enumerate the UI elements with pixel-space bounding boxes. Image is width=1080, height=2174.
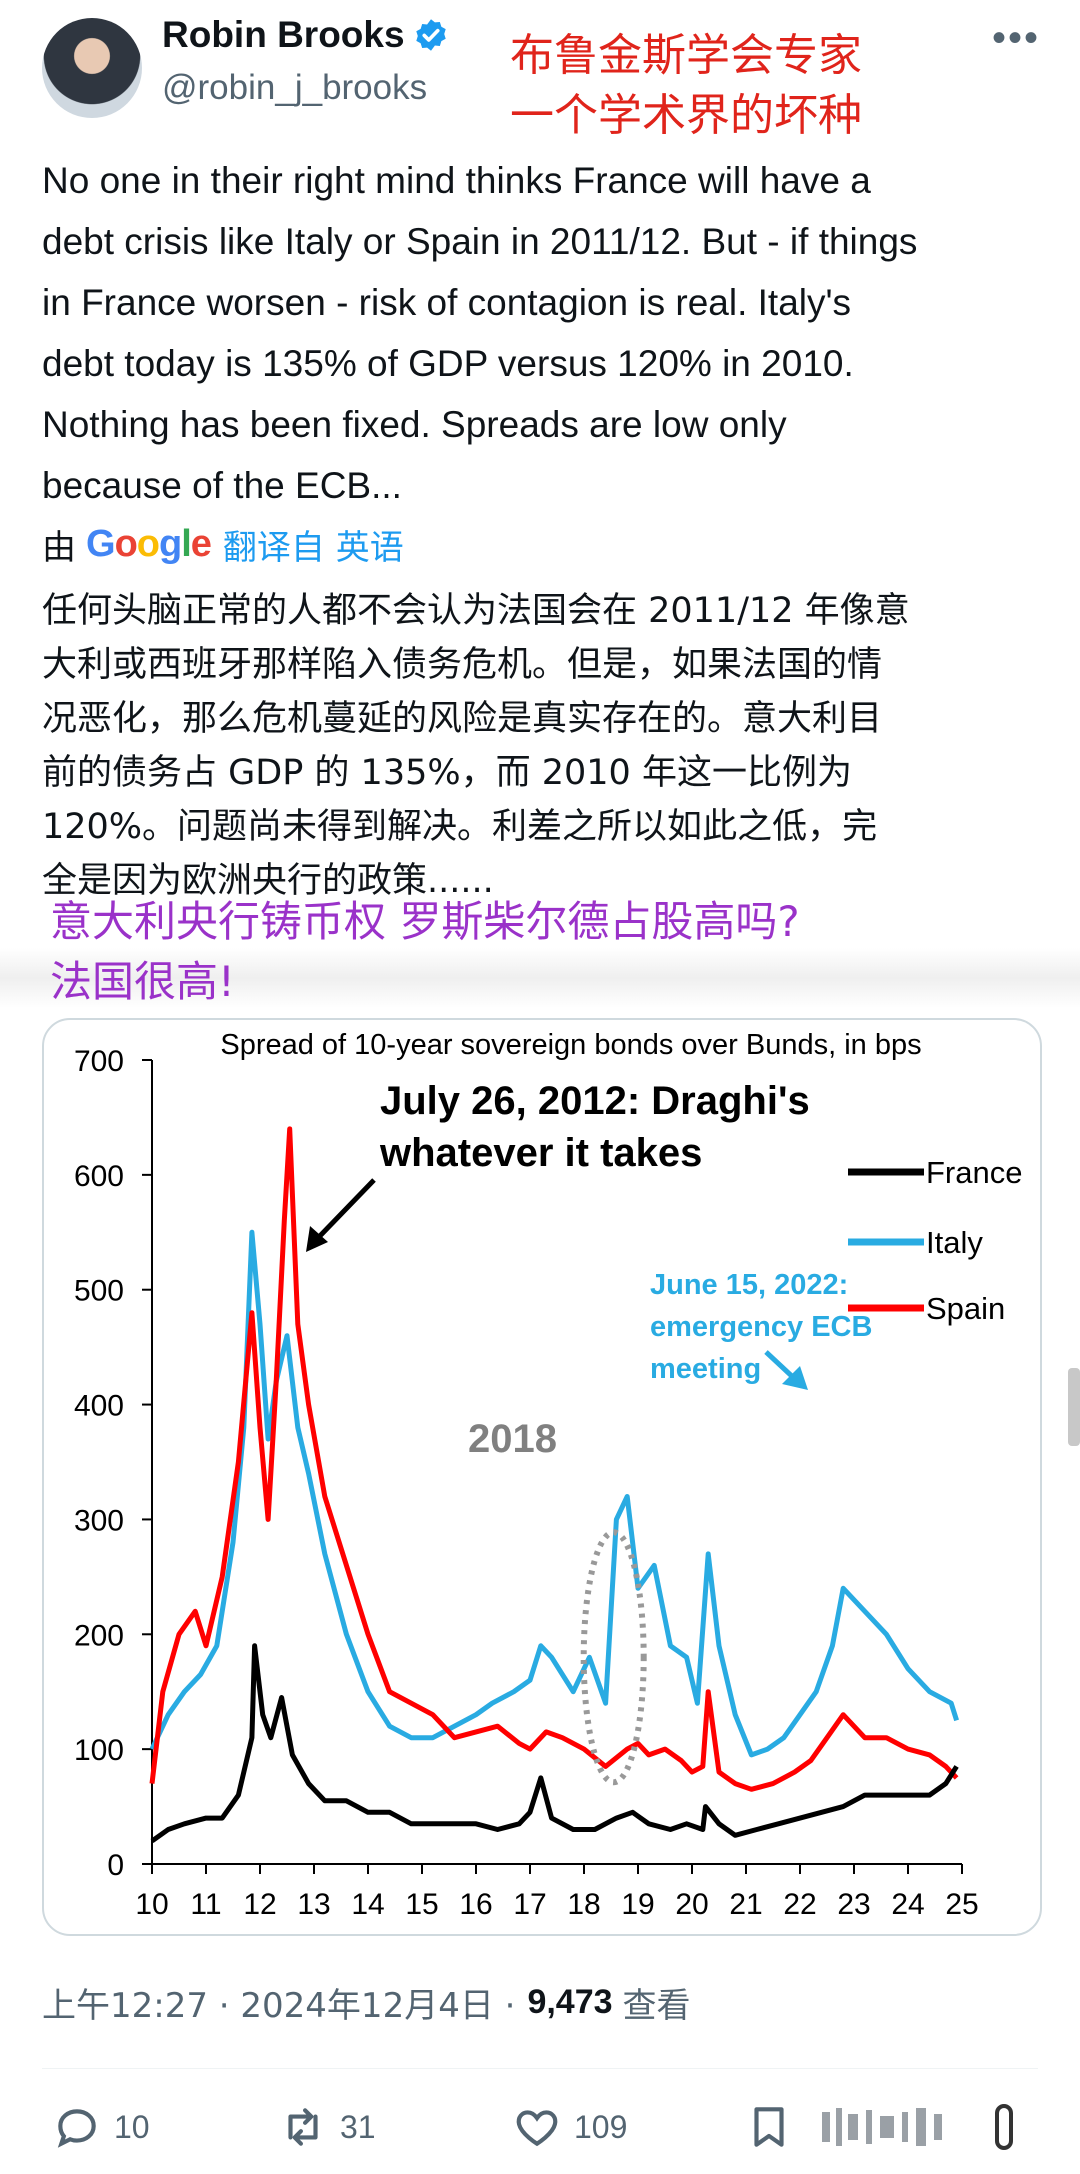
x-tick-label: 20 <box>675 1888 708 1921</box>
retweet-count: 31 <box>340 2108 376 2145</box>
tweet-body: No one in their right mind thinks France… <box>42 160 918 506</box>
x-tick-label: 17 <box>513 1888 546 1921</box>
red-annotation: 布鲁金斯学会专家 一个学术界的坏种 <box>510 26 862 146</box>
y-tick-label: 0 <box>107 1849 124 1882</box>
annotation-2018: 2018 <box>468 1417 557 1461</box>
x-tick-label: 16 <box>459 1888 492 1921</box>
action-bar: 10 31 109 <box>0 2092 1080 2162</box>
legend-label-spain: Spain <box>926 1291 1005 1326</box>
x-tick-label: 10 <box>135 1888 168 1921</box>
annotation-draghi-line2: whatever it takes <box>379 1131 702 1175</box>
author-handle[interactable]: @robin_j_brooks <box>162 68 428 107</box>
red-annotation-line: 布鲁金斯学会专家 <box>510 30 862 81</box>
x-tick-label: 19 <box>621 1888 654 1921</box>
x-tick-label: 15 <box>405 1888 438 1921</box>
series-line-italy <box>149 1229 959 1758</box>
annotation-draghi-line1: July 26, 2012: Draghi's <box>380 1079 810 1123</box>
views-count: 9,473 <box>527 1983 613 2021</box>
translate-source-link[interactable]: 翻译自 英语 <box>222 528 404 568</box>
draghi-arrow-head <box>306 1226 328 1252</box>
y-tick-label: 600 <box>74 1160 124 1193</box>
y-tick-label: 700 <box>74 1045 124 1078</box>
like-button[interactable]: 109 <box>512 2102 627 2152</box>
red-annotation-line: 一个学术界的坏种 <box>510 90 862 141</box>
y-tick-label: 500 <box>74 1275 124 1308</box>
annotation-ecb-line3: meeting <box>650 1353 761 1385</box>
translated-by-label: 由 <box>42 528 76 568</box>
annotation-2018-ellipse <box>580 1529 647 1786</box>
author-display-name[interactable]: Robin Brooks <box>162 14 405 55</box>
x-tick-label: 14 <box>351 1888 384 1921</box>
retweet-icon <box>288 2108 318 2146</box>
legend-label-france: France <box>926 1155 1022 1190</box>
x-tick-label: 13 <box>297 1888 330 1921</box>
ecb-arrow-head <box>782 1366 808 1390</box>
watermark-logo <box>812 2102 1032 2152</box>
more-options-icon[interactable]: ••• <box>992 16 1041 60</box>
tweet-header: Robin Brooks @robin_j_brooks 布鲁金斯学会专家 一个… <box>0 0 1080 141</box>
reply-button[interactable]: 10 <box>52 2102 150 2152</box>
divider <box>42 2068 1038 2069</box>
x-tick-label: 21 <box>729 1888 762 1921</box>
verified-badge-icon <box>415 19 446 51</box>
bookmark-button[interactable] <box>744 2102 794 2152</box>
y-tick-label: 100 <box>74 1734 124 1767</box>
watermark-icon <box>822 2104 1013 2150</box>
y-tick-label: 300 <box>74 1504 124 1537</box>
blurred-band <box>0 948 1080 1008</box>
chart-title: Spread of 10-year sovereign bonds over B… <box>220 1029 921 1061</box>
legend-label-italy: Italy <box>926 1225 983 1260</box>
x-tick-label: 25 <box>945 1888 978 1921</box>
heart-icon <box>516 2110 558 2147</box>
google-logo: Google <box>86 523 212 565</box>
tweet-timestamp[interactable]: 上午12:27 · 2024年12月4日 · <box>42 1986 516 2026</box>
x-tick-label: 11 <box>190 1888 221 1921</box>
author-avatar[interactable] <box>42 18 142 118</box>
tweet-meta: 上午12:27 · 2024年12月4日 · 9,473 查看 <box>42 1978 691 2027</box>
reply-count: 10 <box>114 2108 150 2145</box>
retweet-button[interactable]: 31 <box>278 2102 376 2152</box>
series-line-france <box>150 1643 959 1844</box>
x-tick-label: 12 <box>243 1888 276 1921</box>
purple-annotation: 意大利央行铸币权 罗斯柴尔德占股高吗? 法国很高! <box>50 897 800 1006</box>
reply-icon <box>57 2109 96 2148</box>
draghi-arrow-line <box>314 1178 376 1242</box>
y-tick-label: 400 <box>74 1390 124 1423</box>
scrollbar-thumb[interactable] <box>1068 1368 1080 1446</box>
spread-chart: 0 100 200 300 400 500 600 700 10 11 12 13 14 15 16 17 18… <box>74 1029 1023 1921</box>
bookmark-icon <box>754 2107 784 2147</box>
x-tick-label: 18 <box>567 1888 600 1921</box>
translation-attribution: 由 Google 翻译自 英语 <box>42 520 404 569</box>
views-label: 查看 <box>622 1986 691 2026</box>
x-tick-label: 22 <box>783 1888 816 1921</box>
annotation-ecb-line2: emergency ECB <box>650 1311 872 1343</box>
annotation-ecb-line1: June 15, 2022: <box>650 1269 848 1301</box>
x-tick-label: 23 <box>837 1888 870 1921</box>
y-tick-label: 200 <box>74 1619 124 1652</box>
like-count: 109 <box>574 2108 628 2145</box>
series-line-spain <box>149 1126 959 1792</box>
translated-tweet-body: 任何头脑正常的人都不会认为法国会在 2011/12 年像意 大利或西班牙那样陷入… <box>42 591 910 901</box>
author-name-row: Robin Brooks <box>162 14 449 56</box>
x-tick-label: 24 <box>891 1888 924 1921</box>
chart-image[interactable]: 0 100 200 300 400 500 600 700 10 11 12 13 14 15 16 17 18… <box>42 1018 1042 1936</box>
